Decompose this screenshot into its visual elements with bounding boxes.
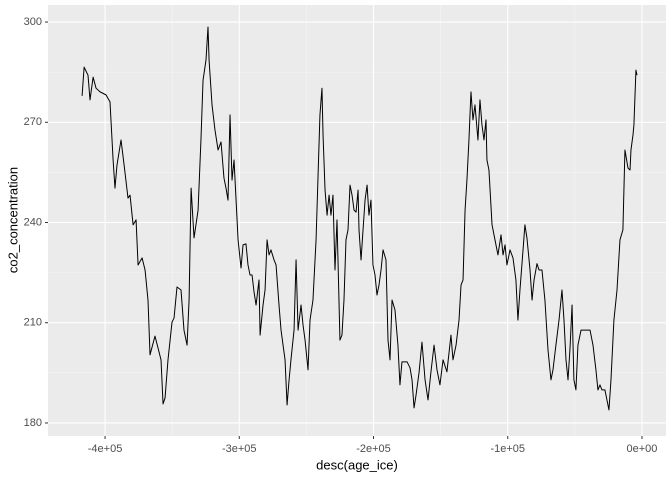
x-tick-label: 0e+00 — [627, 443, 658, 455]
y-axis-title: co2_concentration — [5, 167, 20, 273]
y-tick-label: 300 — [24, 16, 42, 28]
x-tick-label: -2e+05 — [356, 443, 391, 455]
y-tick-label: 240 — [24, 216, 42, 228]
plot-panel — [48, 5, 666, 436]
line — [81, 26, 638, 411]
x-tick-label: -4e+05 — [88, 443, 123, 455]
labels: -4e+05 -3e+05 -2e+05 -1e+05 0e+00 180 210 240 27… — [24, 16, 658, 455]
x-tick-label: -3e+05 — [222, 443, 257, 455]
grid — [48, 5, 666, 436]
marks — [81, 26, 638, 411]
y-tick-label: 210 — [24, 317, 42, 329]
y-tick-label: 180 — [24, 417, 42, 429]
x-tick-label: -1e+05 — [490, 443, 525, 455]
y-tick-label: 270 — [24, 116, 42, 128]
x-axis-title: desc(age_ice) — [316, 457, 398, 472]
